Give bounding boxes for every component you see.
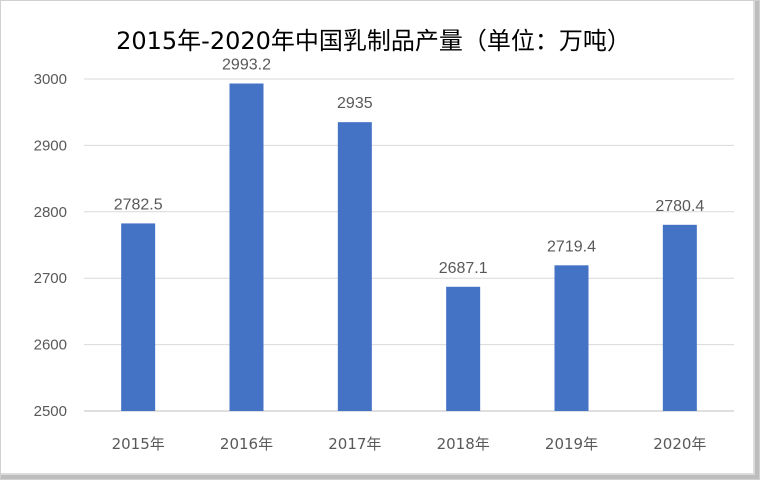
- data-label: 2780.4: [655, 198, 704, 215]
- x-tick-label: 2015年: [112, 435, 165, 453]
- gridlines: [84, 78, 734, 412]
- chart-title: 2015年-2020年中国乳制品产量（单位：万吨）: [116, 27, 631, 55]
- y-tick-label: 2500: [34, 403, 67, 420]
- data-label: 2782.5: [114, 196, 163, 213]
- y-tick-label: 2700: [34, 270, 67, 287]
- x-tick-label: 2019年: [545, 435, 598, 453]
- bars: [121, 83, 697, 411]
- bar: [662, 224, 697, 411]
- data-label: 2719.4: [547, 238, 596, 255]
- y-tick-label: 2800: [34, 204, 67, 221]
- x-tick-label: 2017年: [328, 435, 381, 453]
- x-tick-label: 2016年: [220, 435, 273, 453]
- bar: [446, 286, 481, 411]
- data-labels: 2782.5 2993.2 2935 2687.1 2719.4 2780.4: [114, 57, 705, 277]
- y-tick-label: 2900: [34, 137, 67, 154]
- data-label: 2993.2: [222, 57, 271, 74]
- data-label: 2687.1: [439, 260, 488, 277]
- bar: [554, 265, 589, 411]
- bar: [337, 122, 372, 411]
- x-tick-label: 2018年: [437, 435, 490, 453]
- y-tick-label: 2600: [34, 337, 67, 354]
- x-axis-categories: 2015年 2016年 2017年 2018年 2019年 2020年: [112, 435, 707, 453]
- x-tick-label: 2020年: [653, 435, 706, 453]
- data-label: 2935: [337, 95, 373, 112]
- y-axis-ticks: 2500 2600 2700 2800 2900 3000: [34, 71, 67, 420]
- bar: [229, 83, 264, 411]
- y-tick-label: 3000: [34, 71, 67, 88]
- bar: [121, 223, 156, 411]
